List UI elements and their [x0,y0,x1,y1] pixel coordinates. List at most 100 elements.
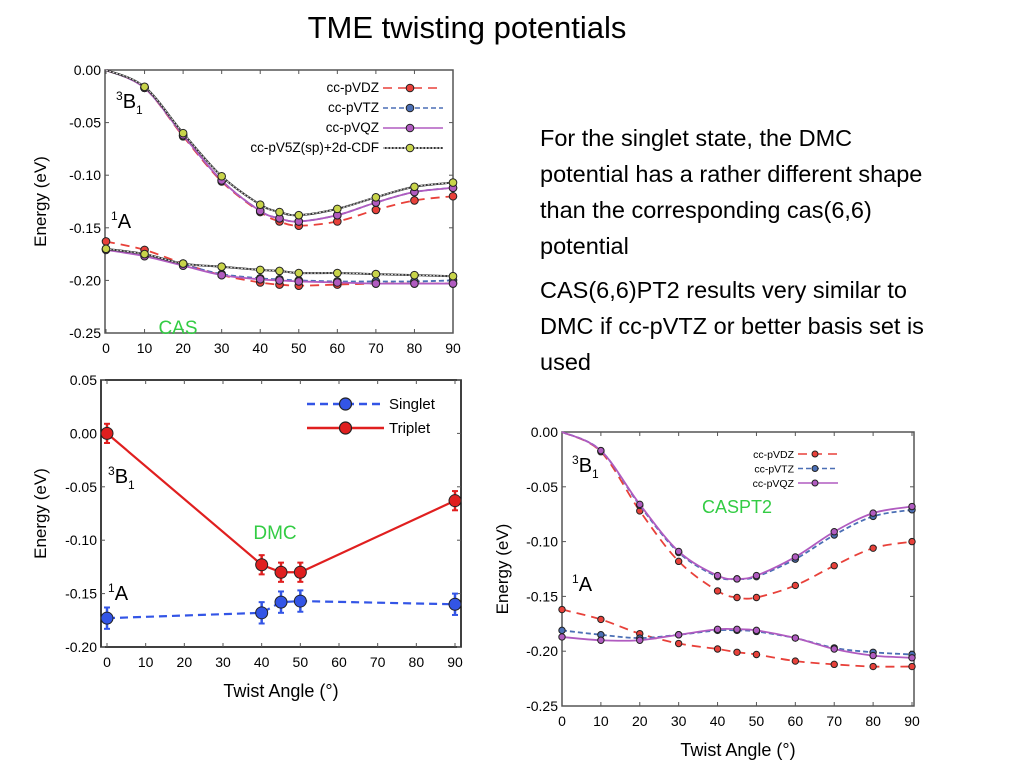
y-tick-label: -0.20 [526,643,558,659]
data-point [178,259,188,268]
y-tick-label: 0.00 [70,425,97,441]
data-point [752,626,761,635]
legend-label: cc-pVTZ [328,100,379,115]
data-point [410,182,419,192]
data-point [733,648,741,656]
data-point [217,270,226,280]
data-point [869,509,877,517]
data-point [908,502,916,511]
x-tick-label: 80 [409,654,425,670]
legend-marker [811,450,819,458]
y-tick-label: -0.15 [65,586,97,602]
y-tick-label: -0.25 [69,325,101,341]
data-point [100,611,114,625]
x-tick-label: 70 [826,713,842,729]
x-tick-label: 70 [368,340,384,356]
data-point [275,266,284,276]
x-tick-label: 30 [215,654,231,670]
data-point [830,660,838,669]
data-point [752,650,761,659]
legend-marker [338,397,353,411]
x-axis-label: Twist Angle (°) [680,740,795,760]
state-label-symbol: B [579,455,592,477]
x-tick-label: 50 [293,654,309,670]
y-tick-label: -0.10 [526,534,558,550]
data-point [791,581,800,590]
data-point [791,657,800,665]
x-tick-label: 0 [103,654,111,670]
y-tick-label: 0.00 [74,62,101,78]
data-point [274,595,288,609]
data-point [217,171,226,181]
bullet-list: For the singlet state, the DMC potential… [540,120,940,388]
y-tick-label: -0.05 [65,479,97,495]
bullet-item: For the singlet state, the DMC potential… [540,125,923,259]
slide-title: TME twisting potentials [307,10,627,45]
method-annotation: CASPT2 [702,497,772,517]
data-point [448,271,458,281]
y-tick-label: -0.15 [69,220,101,236]
data-point [101,244,111,254]
data-point [293,594,307,608]
x-tick-label: 0 [102,340,110,356]
legend-marker [811,479,819,487]
legend-label: cc-pVDZ [326,80,379,95]
y-axis-label: Energy (eV) [31,468,50,559]
x-tick-label: 80 [865,713,881,729]
data-point [255,606,269,620]
x-tick-label: 30 [214,340,230,356]
data-point [558,633,566,641]
data-point [255,200,265,209]
data-point [294,268,304,278]
data-point [733,593,741,602]
data-point [140,249,149,259]
legend-marker [405,83,415,93]
data-point [733,575,741,583]
state-label-superscript: 3 [116,89,123,103]
series-line-cc-pVDZ [561,608,913,668]
data-point [674,639,683,648]
y-tick-label: -0.05 [69,115,101,131]
y-tick-label: -0.05 [526,479,558,495]
state-label-subscript: 1 [592,467,599,481]
data-point [255,558,269,572]
legend-marker [811,465,819,472]
data-point [636,636,644,644]
data-point [674,631,683,639]
x-tick-label: 90 [904,713,920,729]
x-tick-label: 50 [749,713,765,729]
data-point [100,426,114,440]
y-tick-label: -0.10 [65,532,97,548]
x-tick-label: 40 [252,340,268,356]
data-point [140,82,149,92]
data-point [255,275,265,284]
plot-frame [100,379,462,648]
method-annotation: DMC [253,523,296,544]
plot-frame [561,431,915,707]
x-tick-label: 20 [632,713,648,729]
state-label-superscript: 1 [111,209,118,223]
x-tick-label: 80 [407,340,423,356]
data-point [674,557,683,566]
data-point [274,565,288,579]
data-point [869,651,877,660]
data-point [869,662,877,671]
legend-label: cc-pV5Z(sp)+2d-CDF [250,140,379,155]
data-point [752,593,761,602]
method-annotation: CAS [158,318,197,339]
data-point [908,537,916,546]
data-point [410,279,419,288]
x-tick-label: 60 [788,713,804,729]
x-tick-label: 20 [175,340,191,356]
data-point [713,625,722,633]
x-tick-label: 20 [177,654,193,670]
state-label: 3B1 [108,464,135,492]
y-tick-label: 0.05 [70,372,97,388]
data-point [448,191,458,201]
state-label: 1A [108,581,129,605]
state-label-subscript: 1 [136,103,143,117]
data-point [448,178,458,187]
x-tick-label: 70 [370,654,386,670]
